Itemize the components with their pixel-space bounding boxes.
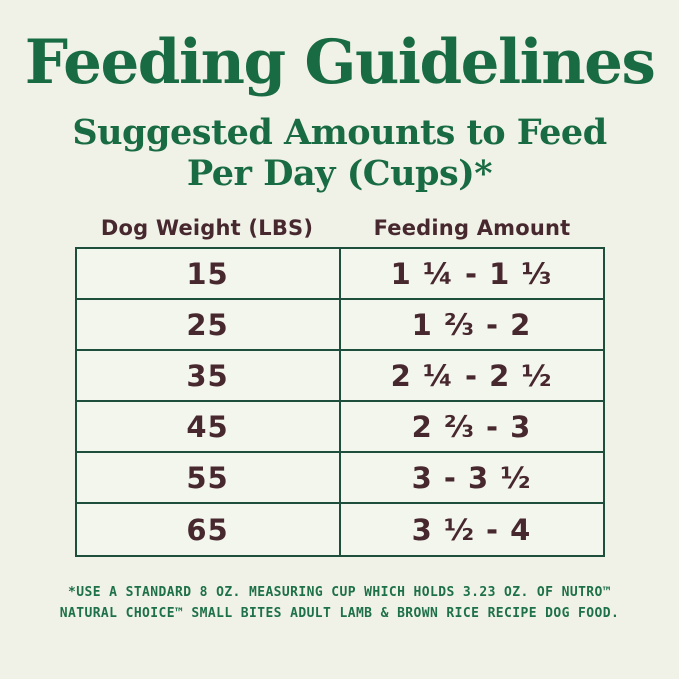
footnote-line-2: NATURAL CHOICE™ SMALL BITES ADULT LAMB &… [59,606,620,622]
column-header-dog-weight: Dog Weight (LBS) [100,216,314,241]
table-row: 45 2 ⅔ - 3 [76,402,603,454]
dog-weight-cell: 25 [186,307,229,342]
feeding-table: 15 1 ¼ - 1 ⅓ 25 1 ⅔ - 2 35 2 ¼ - 2 ½ 45 … [74,247,605,558]
table-column-headers: Dog Weight (LBS) Feeding Amount [75,216,605,240]
feeding-amount-cell: 3 - 3 ½ [338,453,603,503]
feeding-amount-cell: 3 ½ - 4 [338,504,603,556]
dog-weight-cell: 65 [186,512,229,547]
dog-weight-cell: 55 [186,460,229,495]
table-row: 55 3 - 3 ½ [76,453,603,505]
table-row: 65 3 ½ - 4 [77,504,603,556]
column-header-feeding-amount: Feeding Amount [373,216,571,241]
subtitle-line-2: Per Day (Cups)* [186,153,493,195]
feeding-amount-cell: 2 ⅔ - 3 [338,402,603,452]
page-subtitle: Suggested Amounts to Feed Per Day (Cups)… [0,112,679,195]
dog-weight-cell: 15 [186,256,229,291]
table-row: 15 1 ¼ - 1 ⅓ [76,249,603,301]
subtitle-line-1: Suggested Amounts to Feed [72,111,607,153]
footnote-line-1: *USE A STANDARD 8 OZ. MEASURING CUP WHIC… [68,585,611,601]
table-row: 35 2 ¼ - 2 ½ [76,351,603,403]
feeding-amount-cell: 2 ¼ - 2 ½ [338,351,603,401]
feeding-amount-cell: 1 ⅔ - 2 [338,300,603,350]
dog-weight-cell: 45 [186,409,229,444]
page-title: Feeding Guidelines [24,27,656,98]
footnote: *USE A STANDARD 8 OZ. MEASURING CUP WHIC… [30,583,650,625]
dog-weight-cell: 35 [186,358,229,393]
feeding-amount-cell: 1 ¼ - 1 ⅓ [338,249,603,299]
table-row: 25 1 ⅔ - 2 [76,300,603,352]
